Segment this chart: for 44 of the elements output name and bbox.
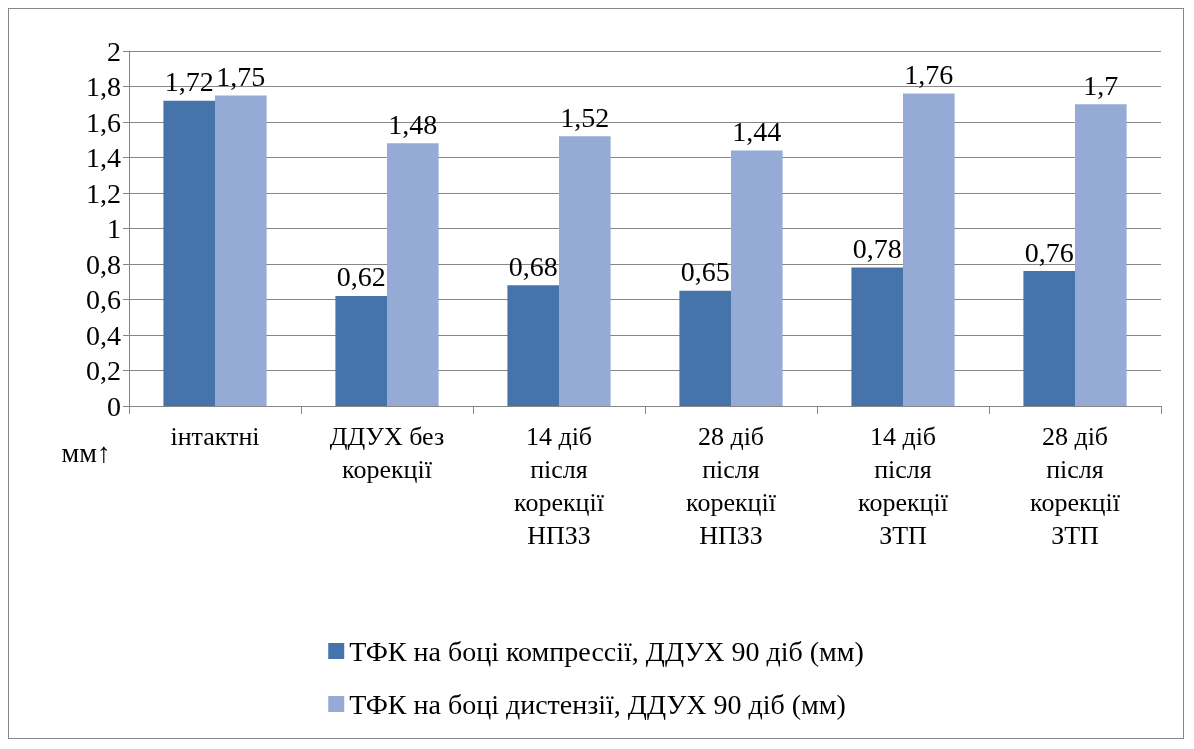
y-tick-label: 0,8 (86, 248, 121, 280)
x-tick-label: 14 діб після корекції НПЗЗ (514, 422, 605, 550)
y-tick-label: 2 (107, 35, 121, 67)
x-tick-label: 28 діб після корекції ЗТП (1030, 422, 1121, 550)
data-label: 0,65 (680, 256, 730, 288)
y-tick-label: 1,4 (86, 142, 121, 173)
data-label: 1,48 (388, 108, 438, 140)
data-label: 1,72 (164, 66, 214, 98)
y-tick-label: 1,2 (86, 177, 121, 209)
data-label: 1,7 (1083, 69, 1119, 101)
x-tick-label: 14 діб після корекції ЗТП (858, 422, 949, 550)
y-tick-label: 0,2 (86, 355, 121, 386)
x-tick-label: 28 діб після корекції НПЗЗ (686, 422, 777, 550)
legend-label: ТФК на боці компрессії, ДДУХ 90 діб (мм) (349, 635, 864, 667)
y-tick-label: 1 (107, 213, 121, 244)
bar (1023, 271, 1075, 406)
y-tick-label: 0,6 (86, 284, 121, 315)
y-tick-label: 0,4 (86, 319, 121, 351)
data-label: 0,68 (508, 250, 558, 282)
bar (851, 267, 903, 406)
bar (335, 295, 387, 406)
data-label: 0,78 (852, 233, 902, 265)
data-label: 1,76 (904, 59, 954, 91)
y-tick-label: 0 (107, 390, 121, 422)
data-label: 1,44 (732, 115, 782, 147)
x-tick-label: ДДУХ без корекції (329, 422, 445, 484)
y-axis-title: мм↑ (61, 436, 111, 468)
bar (387, 143, 439, 406)
bar (507, 285, 559, 406)
y-tick-label: 1,6 (86, 106, 121, 138)
bar (731, 150, 783, 406)
bar (559, 136, 611, 406)
bar (163, 100, 215, 406)
bar (679, 290, 731, 406)
data-label: 0,62 (336, 261, 386, 293)
bar (1075, 104, 1127, 406)
data-label: 1,75 (216, 60, 266, 92)
y-tick-label: 1,8 (86, 71, 121, 102)
bar (215, 95, 267, 406)
x-tick-label: інтактні (170, 422, 260, 451)
data-label: 1,52 (560, 101, 610, 133)
legend-label: ТФК на боці дистензії, ДДУХ 90 діб (мм) (349, 688, 846, 720)
bar (903, 93, 955, 406)
data-label: 0,76 (1024, 236, 1074, 268)
